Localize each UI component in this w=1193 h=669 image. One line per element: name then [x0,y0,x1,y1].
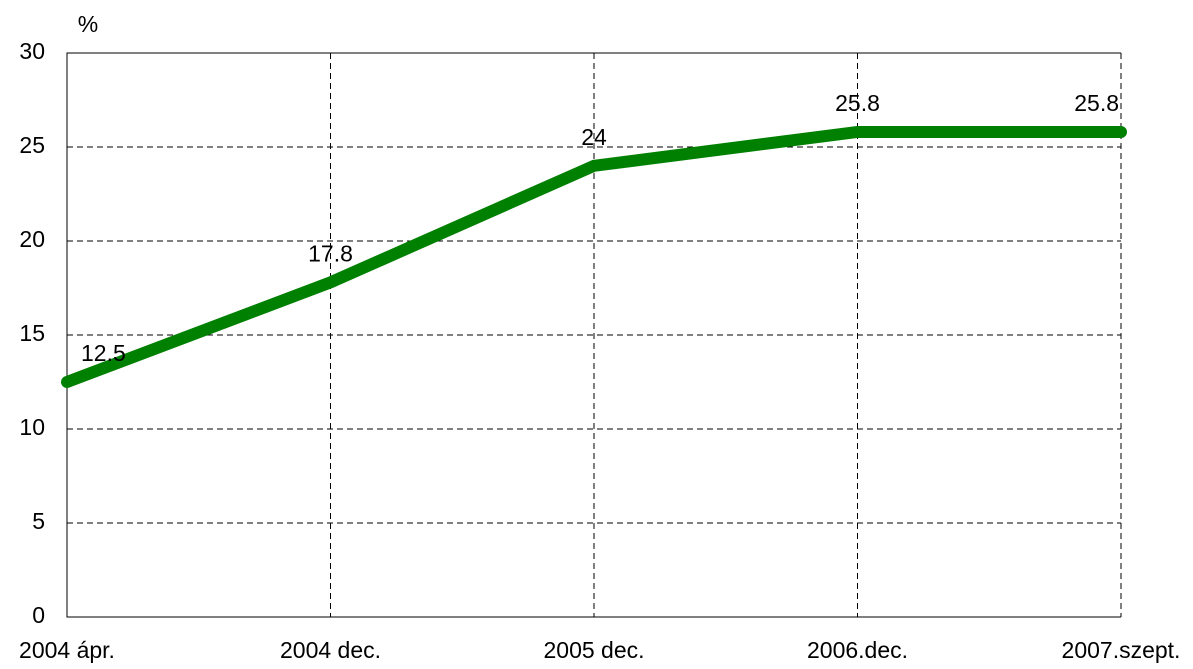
x-tick-label: 2004 ápr. [19,637,115,663]
x-tick-label: 2007.szept. [1062,637,1181,663]
y-axis-label: % [78,11,98,37]
plot-frame [66,52,1121,618]
y-tick-label: 0 [32,602,45,628]
y-tick-label: 20 [19,226,45,252]
x-tick-label: 2006.dec. [807,637,908,663]
data-label: 12.5 [81,340,126,366]
y-tick-label: 25 [19,132,45,158]
y-tick-label: 30 [19,38,45,64]
y-tick-label: 5 [32,508,45,534]
y-tick-label: 10 [19,414,45,440]
x-tick-label: 2004 dec. [280,637,381,663]
line [61,125,1127,388]
data-label: 25.8 [1074,90,1119,116]
data-label: 25.8 [835,90,880,116]
y-tick-label: 15 [19,320,45,346]
data-label: 17.8 [308,240,353,266]
x-tick-label: 2005 dec. [543,637,644,663]
data-label: 24 [581,124,607,150]
